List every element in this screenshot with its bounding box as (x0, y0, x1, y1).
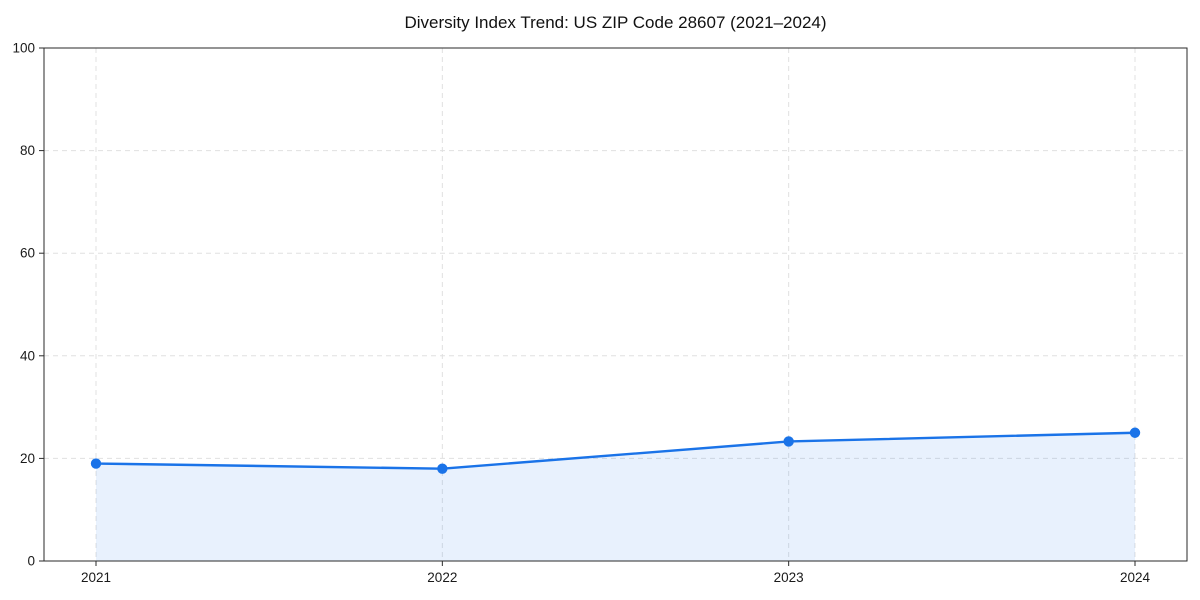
tick-labels-layer: 0 20 40 60 80 100 2021 2022 2023 2024 (12, 40, 1150, 585)
grid-layer (44, 48, 1187, 561)
y-tick-label: 40 (20, 348, 35, 363)
area-fill (96, 432, 1135, 561)
chart-title: Diversity Index Trend: US ZIP Code 28607… (404, 13, 826, 32)
data-point-2023 (783, 436, 794, 447)
y-tick-label: 80 (20, 143, 35, 158)
series-layer (90, 427, 1141, 561)
y-tick-label: 100 (12, 40, 35, 55)
trend-line (94, 431, 1137, 470)
data-point-2024 (1129, 427, 1141, 438)
axes-layer (39, 47, 1188, 566)
plot-frame (43, 47, 1188, 562)
x-tick-label: 2022 (427, 570, 457, 585)
y-tick-label: 60 (20, 246, 35, 261)
x-tick-label: 2024 (1120, 570, 1151, 585)
data-point-2022 (437, 463, 448, 474)
x-tick-label: 2023 (774, 570, 804, 585)
data-point-2021 (90, 458, 102, 469)
x-tick-label: 2021 (81, 570, 111, 585)
y-tick-label: 0 (27, 553, 35, 568)
y-tick-label: 20 (20, 451, 35, 466)
